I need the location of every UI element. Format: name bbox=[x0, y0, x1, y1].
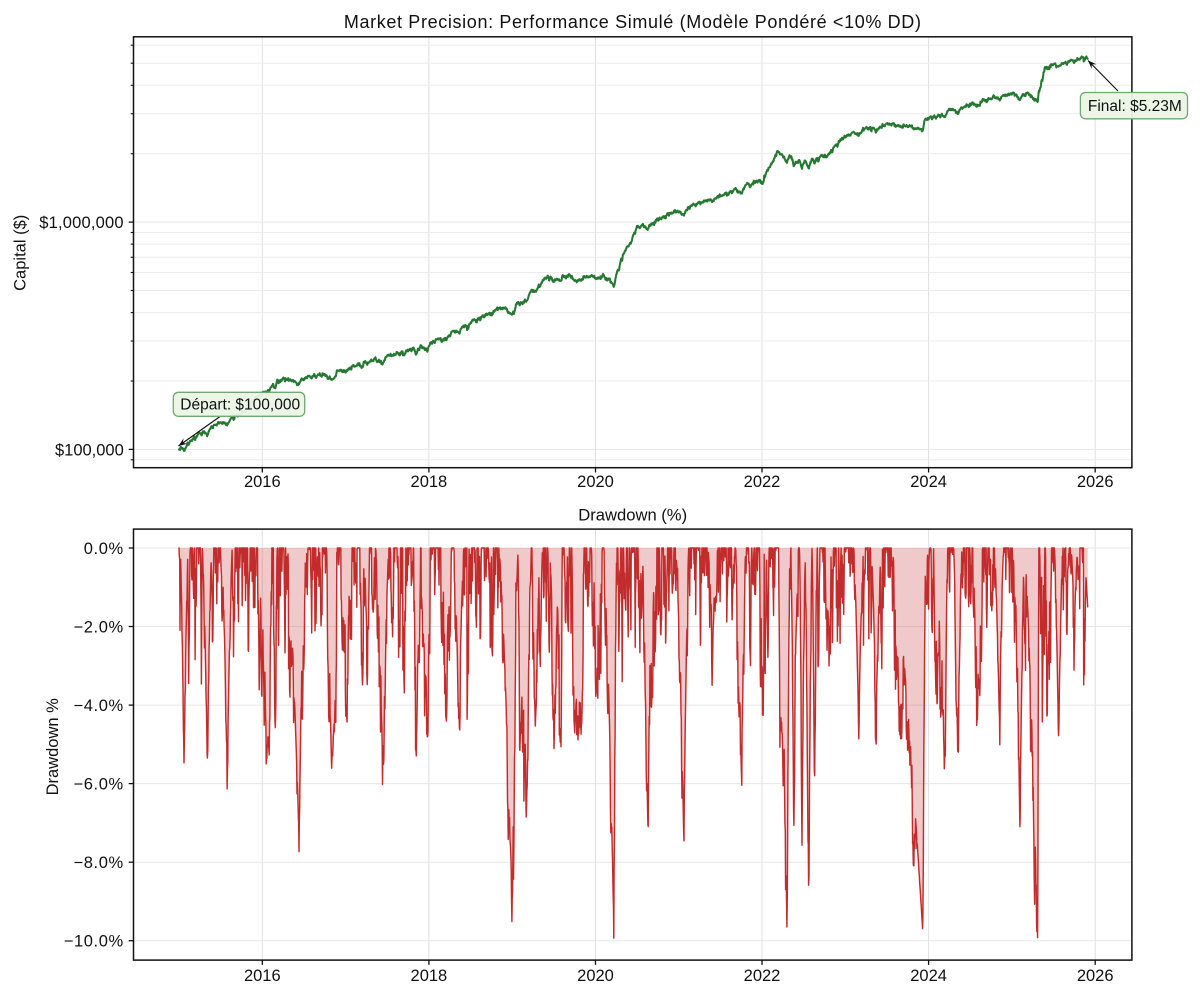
svg-text:−10.0%: −10.0% bbox=[64, 933, 124, 951]
svg-text:−2.0%: −2.0% bbox=[74, 618, 124, 636]
svg-text:Capital ($): Capital ($) bbox=[12, 215, 30, 291]
svg-text:2016: 2016 bbox=[244, 473, 281, 491]
svg-text:−4.0%: −4.0% bbox=[74, 697, 124, 715]
svg-text:2024: 2024 bbox=[910, 967, 947, 985]
svg-text:2026: 2026 bbox=[1077, 473, 1114, 491]
svg-text:2018: 2018 bbox=[411, 967, 448, 985]
svg-text:−8.0%: −8.0% bbox=[74, 854, 124, 872]
svg-text:2022: 2022 bbox=[744, 473, 781, 491]
svg-text:Final: $5.23M: Final: $5.23M bbox=[1088, 98, 1182, 115]
svg-text:2020: 2020 bbox=[577, 967, 614, 985]
svg-text:−6.0%: −6.0% bbox=[74, 776, 124, 794]
svg-text:$100,000: $100,000 bbox=[55, 441, 124, 459]
svg-text:Drawdown (%): Drawdown (%) bbox=[578, 505, 687, 524]
svg-text:2024: 2024 bbox=[910, 473, 947, 491]
svg-text:Market Precision: Performance: Market Precision: Performance Simulé (Mo… bbox=[344, 12, 922, 32]
svg-text:2018: 2018 bbox=[411, 473, 448, 491]
svg-text:0.0%: 0.0% bbox=[84, 540, 124, 558]
svg-text:2026: 2026 bbox=[1077, 967, 1114, 985]
svg-text:Drawdown %: Drawdown % bbox=[44, 698, 62, 796]
svg-text:2020: 2020 bbox=[577, 473, 614, 491]
svg-text:$1,000,000: $1,000,000 bbox=[39, 214, 124, 232]
svg-text:2022: 2022 bbox=[744, 967, 781, 985]
svg-text:Départ: $100,000: Départ: $100,000 bbox=[180, 397, 300, 414]
svg-text:2016: 2016 bbox=[244, 967, 281, 985]
